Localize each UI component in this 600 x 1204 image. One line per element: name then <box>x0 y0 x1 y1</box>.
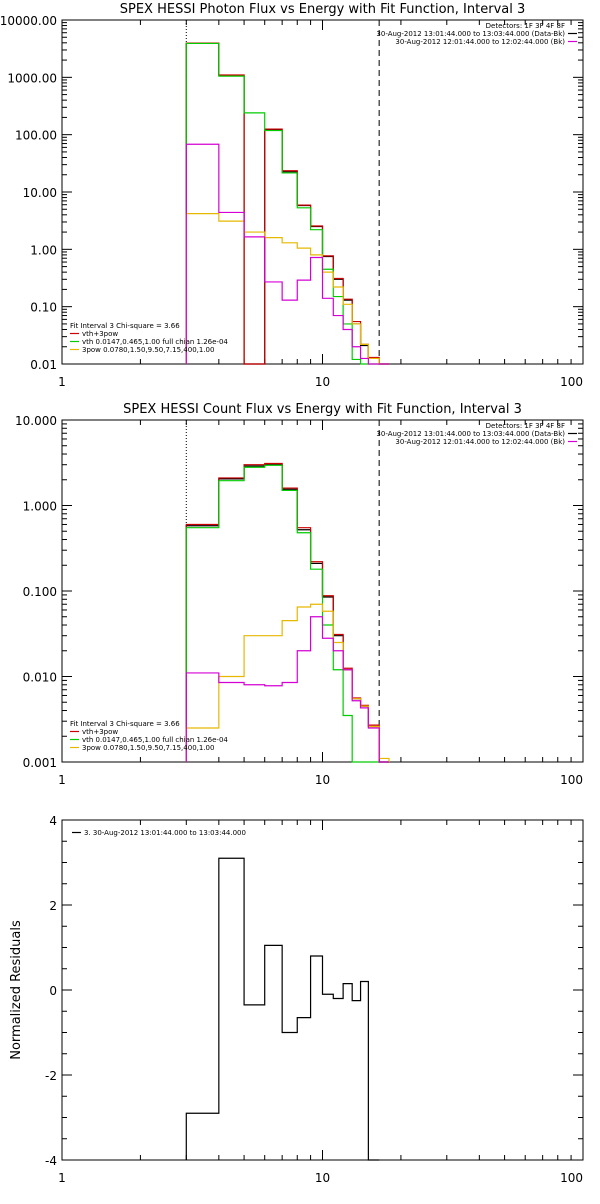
chart-3: Normalized Residuals 1 10 100 -4 -2 0 2 4 3. 30-A… <box>9 814 584 1185</box>
y-tick-label: 100.00 <box>15 129 57 143</box>
series-2-line <box>185 462 389 763</box>
legend-entry: 30-Aug-2012 13:01:44.000 to 13:03:44.000… <box>376 430 565 438</box>
y-tick-label: 0.01 <box>30 358 57 372</box>
series-1-line <box>185 464 389 763</box>
legend-entry: vth 0.0147,0.465,1.00 full chian 1.26e-0… <box>82 338 228 346</box>
x-tick-label: 1 <box>58 1171 66 1185</box>
x-tick-label: 1 <box>58 773 66 787</box>
series-5-line <box>185 143 389 365</box>
chart-title: SPEX HESSI Photon Flux vs Energy with Fi… <box>120 2 526 17</box>
y-tick-label: -4 <box>45 1154 57 1168</box>
x-tick-label: 100 <box>560 375 583 389</box>
y-tick-label: 1.00 <box>30 243 57 257</box>
legend-entry: vth 0.0147,0.465,1.00 full chian 1.26e-0… <box>82 736 228 744</box>
legend-entry: Fit Interval 3 Chi-square = 3.66 <box>70 322 180 330</box>
legend-entry: 30-Aug-2012 13:01:44.000 to 13:03:44.000… <box>376 30 565 38</box>
y-tick-label: -2 <box>45 1069 57 1083</box>
y-tick-label: 1000.00 <box>7 71 57 85</box>
series-5-line <box>185 616 389 763</box>
x-tick-label: 10 <box>315 773 330 787</box>
x-tick-label: 1 <box>58 375 66 389</box>
legend-entry: Detectors: 1F 3F 4F 8F <box>486 422 565 430</box>
chart-1: SPEX HESSI Photon Flux vs Energy with Fi… <box>0 2 584 389</box>
series-1-line <box>185 42 389 365</box>
x-tick-label: 10 <box>315 375 330 389</box>
y-tick-label: 2 <box>49 899 57 913</box>
plot-frame <box>61 19 584 365</box>
y-tick-label: 10.000 <box>15 414 57 428</box>
x-tick-label: 10 <box>315 1171 330 1185</box>
y-tick-label: 0.10 <box>30 301 57 315</box>
series-2-line <box>185 42 389 365</box>
series-1-line <box>185 857 380 1161</box>
legend-entry: 3pow 0.0780,1.50,9.50,7.15,400,1.00 <box>82 346 214 354</box>
y-tick-label: 10.00 <box>23 186 57 200</box>
x-tick-label: 100 <box>560 773 583 787</box>
legend-entry: Fit Interval 3 Chi-square = 3.66 <box>70 720 180 728</box>
y-tick-label: 1.000 <box>23 500 57 514</box>
y-tick-label: 0.001 <box>23 756 57 770</box>
chart-title: SPEX HESSI Count Flux vs Energy with Fit… <box>123 402 522 417</box>
legend-entry: 3pow 0.0780,1.50,9.50,7.15,400,1.00 <box>82 744 214 752</box>
x-tick-label: 100 <box>560 1171 583 1185</box>
series-3-line <box>185 464 389 763</box>
legend-entry: 3. 30-Aug-2012 13:01:44.000 to 13:03:44.… <box>84 829 246 837</box>
legend-entry: vth+3pow <box>82 330 118 338</box>
y-tick-label: 0.100 <box>23 585 57 599</box>
chart-2: SPEX HESSI Count Flux vs Energy with Fit… <box>15 402 584 787</box>
y-tick-label: 0.010 <box>23 671 57 685</box>
y-axis-label: Normalized Residuals <box>9 920 24 1060</box>
y-tick-label: 0 <box>49 984 57 998</box>
legend-entry: 30-Aug-2012 12:01:44.000 to 12:02:44.000… <box>395 438 565 446</box>
y-tick-label: 10000.00 <box>0 14 57 28</box>
y-tick-label: 4 <box>49 814 57 828</box>
legend-entry: vth+3pow <box>82 728 118 736</box>
legend-entry: Detectors: 1F 3F 4F 8F <box>486 22 565 30</box>
legend-entry: 30-Aug-2012 12:01:44.000 to 12:02:44.000… <box>395 38 565 46</box>
series-3-line <box>185 42 389 365</box>
